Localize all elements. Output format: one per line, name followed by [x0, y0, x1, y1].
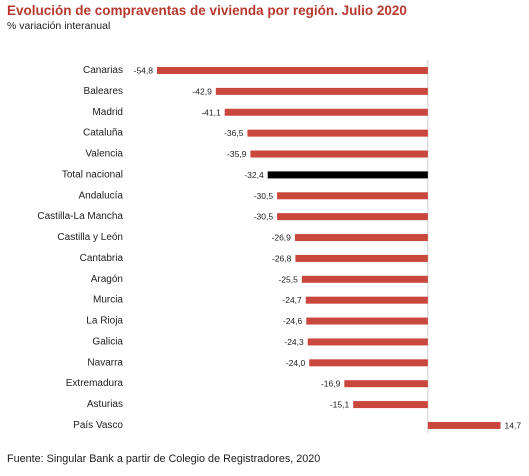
data-label: -24,0 — [286, 358, 306, 368]
category-label: Castilla-La Mancha — [37, 211, 123, 222]
category-label: Aragón — [91, 274, 123, 285]
category-label: Murcia — [93, 295, 123, 306]
category-label: Castilla y León — [57, 232, 123, 243]
data-label: 14,7 — [505, 420, 522, 430]
data-label: -42,9 — [192, 86, 212, 96]
data-label: -41,1 — [201, 107, 221, 117]
category-label: Madrid — [92, 107, 123, 118]
bar — [250, 150, 428, 158]
data-label: -24,3 — [284, 337, 304, 347]
category-label: Extremadura — [66, 378, 124, 389]
bar — [277, 213, 428, 221]
category-label: Canarias — [83, 65, 123, 76]
data-label: -35,9 — [227, 149, 247, 159]
data-label: -16,9 — [321, 379, 341, 389]
bar — [306, 317, 428, 325]
bar — [301, 275, 428, 283]
bar — [353, 401, 428, 409]
chart-title: Evolución de compraventas de vivienda po… — [7, 3, 407, 18]
category-label: Cantabria — [80, 253, 124, 264]
data-label: -30,5 — [254, 212, 274, 222]
bar — [224, 108, 428, 116]
bar — [309, 359, 428, 367]
bar — [294, 234, 428, 242]
bar — [427, 421, 501, 429]
data-label: -15,1 — [330, 400, 350, 410]
bar — [305, 296, 428, 304]
data-label: -24,7 — [282, 295, 302, 305]
data-label: -30,5 — [254, 191, 274, 201]
bar — [267, 171, 428, 179]
bar — [247, 129, 428, 137]
data-label: -24,6 — [283, 316, 303, 326]
category-label: Asturias — [87, 399, 123, 410]
bar — [277, 192, 428, 200]
source-note: Fuente: Singular Bank a partir de Colegi… — [7, 453, 321, 465]
category-label: Navarra — [87, 357, 123, 368]
category-label: Andalucía — [79, 190, 124, 201]
bar — [156, 67, 428, 74]
data-label: -25,5 — [278, 274, 298, 284]
data-label: -26,9 — [272, 233, 292, 243]
category-label: La Rioja — [86, 316, 123, 327]
bar — [344, 380, 428, 388]
bar — [307, 338, 428, 346]
category-label: Cataluña — [83, 128, 123, 139]
data-label: -32,4 — [244, 170, 264, 180]
bar — [215, 87, 428, 95]
category-label: Total nacional — [62, 169, 123, 180]
chart-subtitle: % variación interanual — [7, 20, 111, 32]
data-label: -26,8 — [272, 253, 292, 263]
category-label: Galicia — [92, 336, 123, 347]
category-label: Valencia — [85, 149, 123, 160]
category-label: Baleares — [84, 86, 123, 97]
data-label: -36,5 — [224, 128, 244, 138]
plot-area: Canarias -54,8 Baleares -42,9 Madrid -41,1 Cat… — [37, 60, 522, 433]
bar — [295, 254, 428, 262]
category-label: País Vasco — [73, 420, 123, 431]
data-label: -54,8 — [134, 66, 154, 76]
